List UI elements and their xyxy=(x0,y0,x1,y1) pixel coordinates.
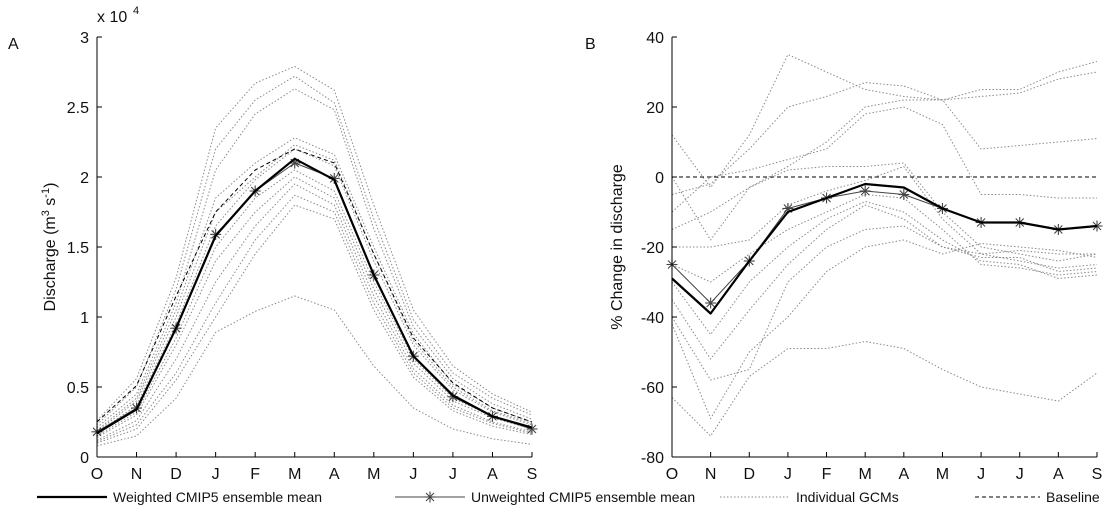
x-tick-label: A xyxy=(487,466,498,483)
y-tick-label: 0 xyxy=(80,450,89,467)
panel-a: 0 0.5 1 1.5 2 2.5 3 O N D J F M A M J J A S Discharge (m3 s… xyxy=(40,30,538,483)
gcm-line-3 xyxy=(671,99,1098,241)
x-tick-label: M xyxy=(936,466,949,483)
weighted-line xyxy=(671,182,1098,315)
gcm-line-4 xyxy=(96,137,533,431)
multiplier-exponent: 4 xyxy=(133,5,139,17)
legend-item-gcm: Individual GCMs xyxy=(720,489,899,505)
x-tick-label: J xyxy=(977,466,985,483)
gcm-line-5 xyxy=(96,144,533,433)
x-tick-label: A xyxy=(898,466,909,483)
unweighted-marker-s-11 xyxy=(526,423,538,435)
gcm-line-9 xyxy=(96,183,533,441)
x-tick-label: M xyxy=(288,466,301,483)
multiplier-label: x 10 4 xyxy=(97,5,139,26)
x-tick-label: F xyxy=(822,466,832,483)
gcm-line-10 xyxy=(671,225,1097,381)
y-axis-label: Discharge (m3 s-1) xyxy=(40,183,59,312)
gcm-line-4 xyxy=(671,106,1097,213)
x-tick-label: N xyxy=(705,466,717,483)
gcm-line-8 xyxy=(96,176,533,438)
weighted-line xyxy=(96,157,533,435)
y-tick-label: 2 xyxy=(80,170,89,187)
y-axis-label: % Change in discharge xyxy=(609,164,626,330)
legend: Weighted CMIP5 ensemble mean Unweighted C… xyxy=(37,489,1100,505)
x-tick-label: J xyxy=(784,466,792,483)
y-tick-label: 3 xyxy=(80,30,89,47)
y-tick-label: 0.5 xyxy=(67,380,89,397)
x-tick-label: J xyxy=(409,466,417,483)
gcm-line-5 xyxy=(671,162,1098,262)
series-group xyxy=(91,65,538,447)
y-tick-label: 1.5 xyxy=(67,240,89,257)
unweighted-line xyxy=(671,190,1098,304)
legend-marker-unweighted xyxy=(424,491,436,503)
baseline-line xyxy=(96,148,533,423)
gcm-line-7 xyxy=(96,169,533,437)
gcm-line-1 xyxy=(96,65,533,421)
gcm-line-10 xyxy=(96,194,533,443)
y-tick-label: -60 xyxy=(641,380,664,397)
x-tick-label: S xyxy=(1092,466,1103,483)
unweighted-marker-a-6 xyxy=(898,189,910,200)
x-tick-label: N xyxy=(131,466,143,483)
unweighted-marker-m-5 xyxy=(859,185,871,197)
gcm-line-12 xyxy=(96,295,533,447)
gcm-line-2 xyxy=(671,71,1098,195)
legend-label-weighted: Weighted CMIP5 ensemble mean xyxy=(113,489,322,505)
x-tick-label: O xyxy=(666,466,678,483)
gcm-line-2 xyxy=(96,75,533,426)
legend-label-unweighted: Unweighted CMIP5 ensemble mean xyxy=(471,489,695,505)
x-tick-label: D xyxy=(170,466,182,483)
y-tick-label: -40 xyxy=(641,310,664,327)
legend-item-unweighted: Unweighted CMIP5 ensemble mean xyxy=(395,489,695,505)
panel-b: -80 -60 -40 -20 0 20 40 O N D J F M A M J J A S % Change in… xyxy=(609,30,1103,483)
panel-b-label: B xyxy=(585,36,596,53)
x-tick-label: O xyxy=(91,466,103,483)
multiplier-text: x 10 xyxy=(97,9,127,26)
legend-label-baseline: Baseline xyxy=(1046,489,1100,505)
x-tick-label: J xyxy=(449,466,457,483)
x-tick-label: A xyxy=(1053,466,1064,483)
gcm-line-3 xyxy=(96,88,533,428)
x-tick-label: J xyxy=(1016,466,1024,483)
legend-item-weighted: Weighted CMIP5 ensemble mean xyxy=(37,489,322,505)
panel-a-label: A xyxy=(8,36,19,53)
legend-label-gcm: Individual GCMs xyxy=(796,489,899,505)
x-tick-label: M xyxy=(367,466,380,483)
gcm-line-9 xyxy=(671,204,1098,360)
series-group xyxy=(666,54,1103,437)
y-tick-label: 20 xyxy=(646,100,664,117)
y-tick-label: -80 xyxy=(641,450,664,467)
unweighted-marker-n-1 xyxy=(705,297,717,309)
gcm-line-12 xyxy=(671,239,1098,419)
x-tick-label: S xyxy=(527,466,538,483)
y-tick-label: 2.5 xyxy=(67,100,89,117)
gcm-line-6 xyxy=(672,166,1098,269)
gcm-line-8 xyxy=(671,201,1098,335)
x-tick-label: D xyxy=(743,466,755,483)
gcm-line-1 xyxy=(671,54,1098,188)
x-tick-label: J xyxy=(212,466,220,483)
legend-item-baseline: Baseline xyxy=(975,489,1100,505)
x-tick-label: A xyxy=(329,466,340,483)
x-tick-label: F xyxy=(250,466,260,483)
y-tick-label: 40 xyxy=(646,30,664,47)
gcm-line-6 xyxy=(96,148,533,434)
y-tick-label: -20 xyxy=(641,240,664,257)
x-tick-label: M xyxy=(859,466,872,483)
y-tick-label: 1 xyxy=(80,310,89,327)
gcm-line-11 xyxy=(671,341,1098,437)
y-tick-label: 0 xyxy=(655,170,664,187)
gcm-line-7 xyxy=(671,194,1098,283)
